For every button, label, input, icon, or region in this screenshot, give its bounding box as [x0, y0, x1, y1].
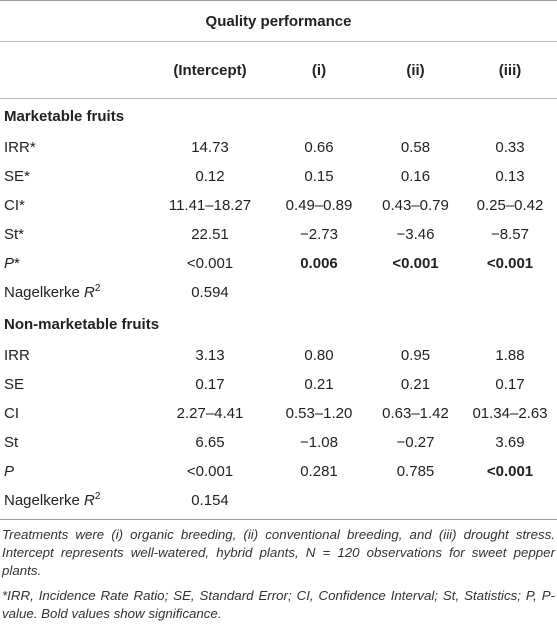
row-label: CI* [4, 197, 25, 214]
row-label: IRR* [4, 139, 36, 156]
cell-significant: 0.006 [300, 255, 338, 272]
cell: 0.43–0.79 [382, 197, 449, 214]
table-row: St 6.65 −1.08 −0.27 3.69 [0, 428, 557, 457]
cell: <0.001 [186, 255, 234, 272]
header-cell-iii: (iii) [498, 61, 522, 79]
cell: −8.57 [491, 226, 529, 243]
cell: 0.58 [400, 139, 431, 156]
section-heading-non-marketable: Non-marketable fruits [4, 315, 160, 333]
row-label: SE* [4, 168, 30, 185]
table-row: SE 0.17 0.21 0.21 0.17 [0, 370, 557, 399]
table-row: SE* 0.12 0.15 0.16 0.13 [0, 162, 557, 191]
table-title: Quality performance [0, 0, 557, 41]
row-label-r: R [84, 284, 95, 301]
cell: 0.95 [400, 347, 431, 364]
cell: 0.15 [304, 168, 334, 185]
row-label: SE [4, 376, 25, 393]
row-label: St [4, 434, 19, 451]
cell: 6.65 [195, 434, 225, 451]
cell: 0.33 [495, 139, 525, 156]
row-label: IRR [4, 347, 30, 364]
table-row: Nagelkerke R2 0.594 [0, 278, 557, 307]
cell: 14.73 [191, 139, 229, 156]
cell: 0.281 [300, 463, 338, 480]
cell: 0.13 [495, 168, 525, 185]
cell: 01.34–2.63 [472, 405, 548, 422]
cell: <0.001 [186, 463, 234, 480]
header-cell-i: (i) [311, 61, 327, 79]
cell: 0.25–0.42 [476, 197, 544, 214]
divider [0, 98, 557, 99]
cell: 0.17 [495, 376, 525, 393]
row-label: P* [0, 255, 150, 272]
cell: 1.88 [495, 347, 525, 364]
cell: 0.21 [304, 376, 334, 393]
cell: 0.80 [304, 347, 334, 364]
row-label-asterisk: * [14, 255, 20, 272]
row-label: CI [4, 405, 19, 422]
table-row: CI* 11.41–18.27 0.49–0.89 0.43–0.79 0.25… [0, 191, 557, 220]
cell-significant: <0.001 [486, 255, 534, 272]
table-row: Nagelkerke R2 0.154 [0, 486, 557, 515]
cell-significant: <0.001 [486, 463, 534, 480]
footnote-treatments: Treatments were (i) organic breeding, (i… [2, 527, 555, 578]
cell: 22.51 [191, 226, 229, 243]
row-label-superscript: 2 [94, 491, 101, 502]
header-cell-intercept: (Intercept) [173, 61, 247, 79]
row-label: St* [4, 226, 25, 243]
cell: 0.63–1.42 [382, 405, 449, 422]
row-label: Nagelkerke R2 [0, 283, 150, 302]
cell: 0.21 [400, 376, 431, 393]
cell: 0.17 [195, 376, 225, 393]
header-cell-ii: (ii) [406, 61, 425, 79]
divider [0, 41, 557, 42]
footnote-abbreviations: *IRR, Incidence Rate Ratio; SE, Standard… [2, 588, 555, 621]
table-row: St* 22.51 −2.73 −3.46 −8.57 [0, 220, 557, 249]
row-label-p: P [4, 255, 15, 272]
table-row: IRR 3.13 0.80 0.95 1.88 [0, 341, 557, 370]
column-header-row: (Intercept) (i) (ii) (iii) [0, 42, 557, 98]
cell: 0.66 [304, 139, 334, 156]
table-row: P <0.001 0.281 0.785 <0.001 [0, 457, 557, 486]
cell: −2.73 [300, 226, 338, 243]
table-row: P* <0.001 0.006 <0.001 <0.001 [0, 249, 557, 278]
row-label-text: Nagelkerke [4, 284, 85, 301]
section-heading-marketable: Marketable fruits [4, 107, 125, 125]
table-row: IRR* 14.73 0.66 0.58 0.33 [0, 133, 557, 162]
cell: −3.46 [396, 226, 435, 243]
cell: 0.154 [191, 492, 229, 509]
row-label-r: R [84, 492, 95, 509]
row-label-superscript: 2 [94, 283, 101, 294]
cell: 3.13 [195, 347, 225, 364]
cell-significant: <0.001 [392, 255, 439, 272]
cell: −1.08 [300, 434, 338, 451]
row-label: Nagelkerke R2 [0, 491, 150, 510]
cell: 2.27–4.41 [176, 405, 244, 422]
row-label: P [0, 463, 150, 480]
cell: 3.69 [495, 434, 525, 451]
cell: 0.49–0.89 [285, 197, 353, 214]
cell: 0.16 [400, 168, 431, 185]
table-row: CI 2.27–4.41 0.53–1.20 0.63–1.42 01.34–2… [0, 399, 557, 428]
row-label-p: P [4, 463, 15, 480]
table-footnotes: Treatments were (i) organic breeding, (i… [0, 519, 557, 623]
row-label-text: Nagelkerke [4, 492, 85, 509]
cell: 11.41–18.27 [168, 197, 252, 214]
cell: 0.785 [396, 463, 435, 480]
cell: 0.12 [195, 168, 225, 185]
cell: 0.53–1.20 [285, 405, 353, 422]
cell: 0.594 [191, 284, 229, 301]
cell: −0.27 [396, 434, 435, 451]
